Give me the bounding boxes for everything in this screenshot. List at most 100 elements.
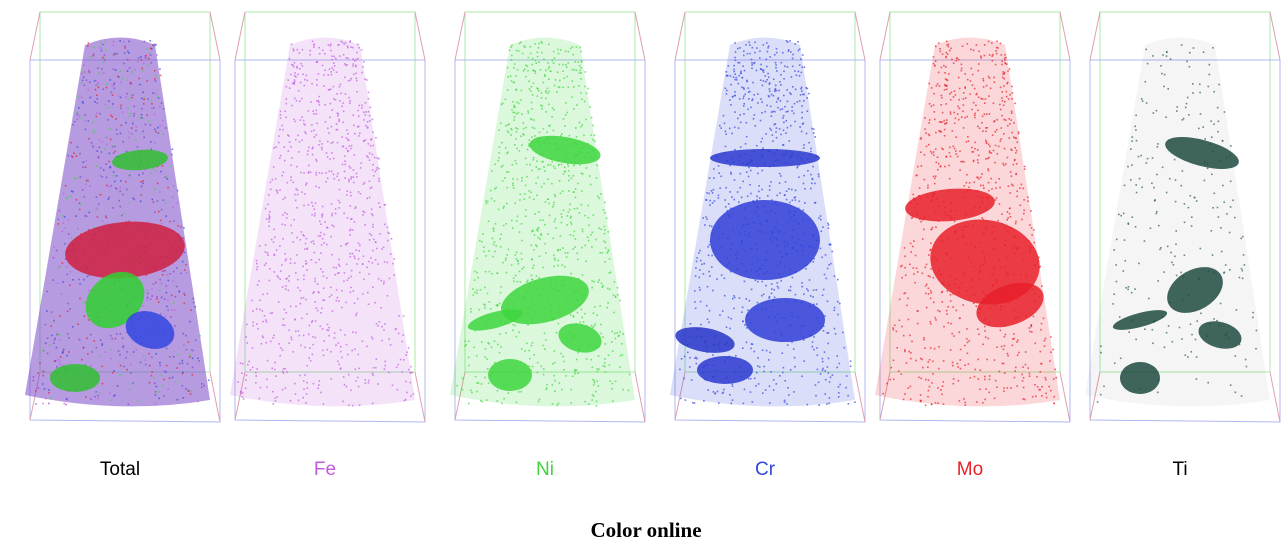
atom xyxy=(600,323,602,326)
atom xyxy=(312,343,314,346)
atom xyxy=(245,379,247,381)
atom xyxy=(111,371,114,374)
atom xyxy=(604,201,606,204)
atom xyxy=(95,115,98,118)
atom xyxy=(970,67,973,70)
atom xyxy=(1182,117,1185,120)
atom xyxy=(273,236,276,239)
atom xyxy=(341,136,343,138)
atom xyxy=(291,157,293,159)
atom xyxy=(110,399,113,402)
atom xyxy=(786,100,789,103)
atom xyxy=(334,212,337,215)
atom xyxy=(488,301,491,303)
atom xyxy=(515,131,518,133)
atom xyxy=(1203,179,1206,182)
atom xyxy=(585,167,588,169)
atom xyxy=(369,106,371,109)
atom xyxy=(621,343,623,345)
atom xyxy=(343,212,345,215)
atom xyxy=(175,285,178,288)
atom xyxy=(183,269,186,271)
atom xyxy=(593,381,596,384)
atom xyxy=(598,368,600,371)
atom xyxy=(925,378,927,381)
atom xyxy=(356,176,358,178)
atom xyxy=(186,272,188,274)
atom xyxy=(317,291,320,293)
atom xyxy=(154,43,156,46)
atom xyxy=(173,220,175,222)
atom xyxy=(896,347,898,349)
atom xyxy=(722,391,725,394)
atom xyxy=(1206,167,1209,170)
atom xyxy=(838,362,841,365)
atom xyxy=(787,387,789,389)
atom xyxy=(751,99,753,102)
atom xyxy=(992,53,994,56)
atom xyxy=(1141,100,1144,102)
atom xyxy=(1123,239,1126,241)
atom xyxy=(111,115,114,118)
atom xyxy=(284,110,286,113)
atom xyxy=(123,365,125,368)
atom xyxy=(979,388,981,391)
atom xyxy=(342,145,345,148)
atom xyxy=(374,170,376,173)
atom xyxy=(299,119,302,121)
atom xyxy=(608,364,611,366)
atom xyxy=(699,289,701,291)
atom xyxy=(399,358,402,361)
atom xyxy=(513,119,515,121)
atom xyxy=(1217,216,1220,218)
atom xyxy=(1008,137,1011,139)
atom xyxy=(985,141,988,143)
atom xyxy=(1131,136,1134,138)
atom xyxy=(487,342,489,344)
atom xyxy=(723,388,725,391)
atom xyxy=(540,92,543,94)
atom xyxy=(730,104,732,106)
atom xyxy=(172,206,174,209)
atom xyxy=(989,145,991,148)
atom xyxy=(529,90,532,92)
atom xyxy=(738,74,740,77)
atom xyxy=(827,372,830,374)
atom xyxy=(281,388,284,391)
atom xyxy=(366,266,368,269)
atom xyxy=(96,165,98,167)
atom xyxy=(545,97,547,100)
atom xyxy=(77,227,79,230)
atom xyxy=(536,160,538,163)
atom xyxy=(381,325,383,328)
atom xyxy=(317,100,320,102)
atom xyxy=(1007,354,1009,357)
atom xyxy=(155,130,157,133)
atom xyxy=(155,75,158,77)
atom xyxy=(163,298,166,300)
atom xyxy=(729,394,731,396)
atom xyxy=(943,325,945,328)
atom xyxy=(266,359,269,362)
atom xyxy=(541,42,543,44)
atom xyxy=(378,167,380,170)
atom xyxy=(380,279,383,282)
atom xyxy=(761,101,763,103)
atom xyxy=(1145,48,1147,51)
atom xyxy=(37,387,40,389)
atom xyxy=(142,69,145,72)
atom xyxy=(607,354,610,357)
atom xyxy=(1154,199,1156,201)
atom xyxy=(1050,389,1052,392)
atom xyxy=(152,45,155,47)
atom xyxy=(256,368,258,370)
atom xyxy=(357,125,360,128)
atom xyxy=(821,360,824,363)
atom xyxy=(933,111,936,113)
atom xyxy=(117,75,119,78)
atom xyxy=(501,102,504,105)
atom xyxy=(805,87,807,89)
atom xyxy=(1001,60,1003,63)
atom xyxy=(1130,179,1132,181)
atom xyxy=(599,252,601,254)
